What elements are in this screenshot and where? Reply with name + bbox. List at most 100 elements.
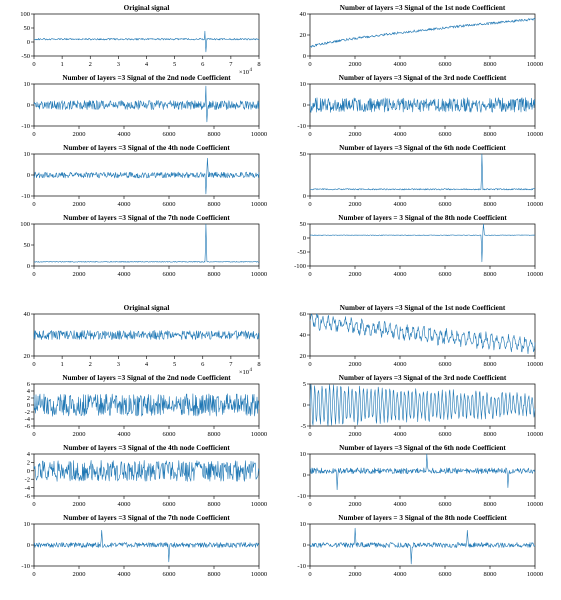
svg-text:-10: -10 xyxy=(21,123,30,130)
svg-text:8000: 8000 xyxy=(484,361,497,368)
chart-title: Number of layers =3 Signal of the 6th no… xyxy=(339,144,506,152)
svg-text:4000: 4000 xyxy=(118,501,131,508)
svg-text:8000: 8000 xyxy=(208,201,221,208)
svg-text:4000: 4000 xyxy=(394,131,407,138)
svg-text:×10: ×10 xyxy=(239,369,249,376)
svg-text:50: 50 xyxy=(24,242,31,249)
svg-text:2: 2 xyxy=(89,61,92,68)
svg-text:4000: 4000 xyxy=(394,431,407,438)
svg-text:5: 5 xyxy=(173,61,176,68)
chart-title: Number of layers =3 Signal of the 3rd no… xyxy=(339,74,507,82)
svg-text:2000: 2000 xyxy=(349,571,362,578)
svg-text:8000: 8000 xyxy=(484,501,497,508)
svg-text:-4: -4 xyxy=(25,485,31,492)
svg-text:0: 0 xyxy=(308,201,311,208)
svg-text:10000: 10000 xyxy=(527,271,543,278)
svg-text:2: 2 xyxy=(27,460,30,467)
svg-text:10: 10 xyxy=(24,81,31,88)
svg-text:0: 0 xyxy=(27,102,30,109)
svg-text:2000: 2000 xyxy=(349,431,362,438)
svg-text:2000: 2000 xyxy=(349,361,362,368)
svg-text:10000: 10000 xyxy=(527,501,543,508)
svg-text:2000: 2000 xyxy=(73,201,86,208)
svg-text:4000: 4000 xyxy=(118,271,131,278)
svg-text:10000: 10000 xyxy=(527,131,543,138)
svg-text:0: 0 xyxy=(27,263,30,270)
svg-text:4000: 4000 xyxy=(394,271,407,278)
svg-text:8000: 8000 xyxy=(208,571,221,578)
svg-text:-6: -6 xyxy=(25,493,31,500)
svg-text:0: 0 xyxy=(303,193,306,200)
svg-text:8000: 8000 xyxy=(484,201,497,208)
svg-text:-100: -100 xyxy=(294,263,306,270)
svg-text:0: 0 xyxy=(32,271,35,278)
svg-text:6000: 6000 xyxy=(439,271,452,278)
chart-title: Number of layers =3 Signal of the 1st no… xyxy=(340,4,506,12)
svg-text:8000: 8000 xyxy=(208,131,221,138)
svg-text:0: 0 xyxy=(32,201,35,208)
svg-text:10000: 10000 xyxy=(251,571,267,578)
svg-text:6000: 6000 xyxy=(163,431,176,438)
svg-text:8000: 8000 xyxy=(208,431,221,438)
svg-text:0: 0 xyxy=(303,402,306,409)
svg-text:0: 0 xyxy=(308,131,311,138)
svg-text:2000: 2000 xyxy=(349,501,362,508)
chart-title: Number of layers =3 Signal of the 2nd no… xyxy=(62,74,231,82)
svg-text:0: 0 xyxy=(27,542,30,549)
svg-text:2000: 2000 xyxy=(73,431,86,438)
svg-text:0: 0 xyxy=(32,361,35,368)
svg-text:6000: 6000 xyxy=(439,201,452,208)
svg-text:6000: 6000 xyxy=(439,131,452,138)
svg-text:0: 0 xyxy=(303,235,306,242)
svg-text:6000: 6000 xyxy=(163,501,176,508)
chart-title: Number of layers =3 Signal of the 1st no… xyxy=(340,304,506,312)
svg-text:8: 8 xyxy=(257,361,260,368)
svg-text:2000: 2000 xyxy=(73,271,86,278)
chart-title: Number of layers =3 Signal of the 6th no… xyxy=(339,444,506,452)
svg-text:2: 2 xyxy=(89,361,92,368)
svg-text:50: 50 xyxy=(24,25,31,32)
svg-text:40: 40 xyxy=(300,332,307,339)
chart-title: Number of layers =3 Signal of the 3rd no… xyxy=(339,374,507,382)
svg-text:-10: -10 xyxy=(21,563,30,570)
svg-text:10: 10 xyxy=(300,451,307,458)
svg-text:2: 2 xyxy=(27,395,30,402)
svg-text:20: 20 xyxy=(300,353,307,360)
svg-text:-10: -10 xyxy=(297,123,306,130)
svg-text:100: 100 xyxy=(20,11,30,18)
svg-text:2000: 2000 xyxy=(349,61,362,68)
svg-text:5: 5 xyxy=(173,361,176,368)
svg-text:2000: 2000 xyxy=(73,501,86,508)
svg-text:10000: 10000 xyxy=(527,431,543,438)
svg-text:6000: 6000 xyxy=(163,571,176,578)
svg-text:10000: 10000 xyxy=(251,131,267,138)
svg-text:4000: 4000 xyxy=(394,61,407,68)
svg-text:4000: 4000 xyxy=(394,201,407,208)
svg-text:5: 5 xyxy=(303,381,306,388)
svg-text:-10: -10 xyxy=(21,193,30,200)
svg-text:4000: 4000 xyxy=(394,361,407,368)
svg-text:2000: 2000 xyxy=(349,271,362,278)
svg-text:-6: -6 xyxy=(25,423,31,430)
svg-text:6000: 6000 xyxy=(439,61,452,68)
svg-text:0: 0 xyxy=(27,402,30,409)
svg-text:4000: 4000 xyxy=(394,501,407,508)
svg-text:3: 3 xyxy=(117,61,120,68)
chart-title: Number of layers = 3 Signal of the 8th n… xyxy=(338,514,507,522)
svg-text:10: 10 xyxy=(24,521,31,528)
svg-text:4000: 4000 xyxy=(118,571,131,578)
svg-text:6000: 6000 xyxy=(439,431,452,438)
svg-text:-10: -10 xyxy=(297,563,306,570)
svg-text:0: 0 xyxy=(303,53,306,60)
svg-text:6000: 6000 xyxy=(163,131,176,138)
svg-text:100: 100 xyxy=(20,221,30,228)
svg-text:0: 0 xyxy=(27,39,30,46)
svg-text:10: 10 xyxy=(300,81,307,88)
svg-text:0: 0 xyxy=(308,501,311,508)
svg-text:3: 3 xyxy=(117,361,120,368)
svg-text:8000: 8000 xyxy=(484,131,497,138)
svg-text:2000: 2000 xyxy=(349,201,362,208)
svg-text:2000: 2000 xyxy=(349,131,362,138)
svg-text:20: 20 xyxy=(300,32,307,39)
svg-text:-2: -2 xyxy=(25,476,30,483)
